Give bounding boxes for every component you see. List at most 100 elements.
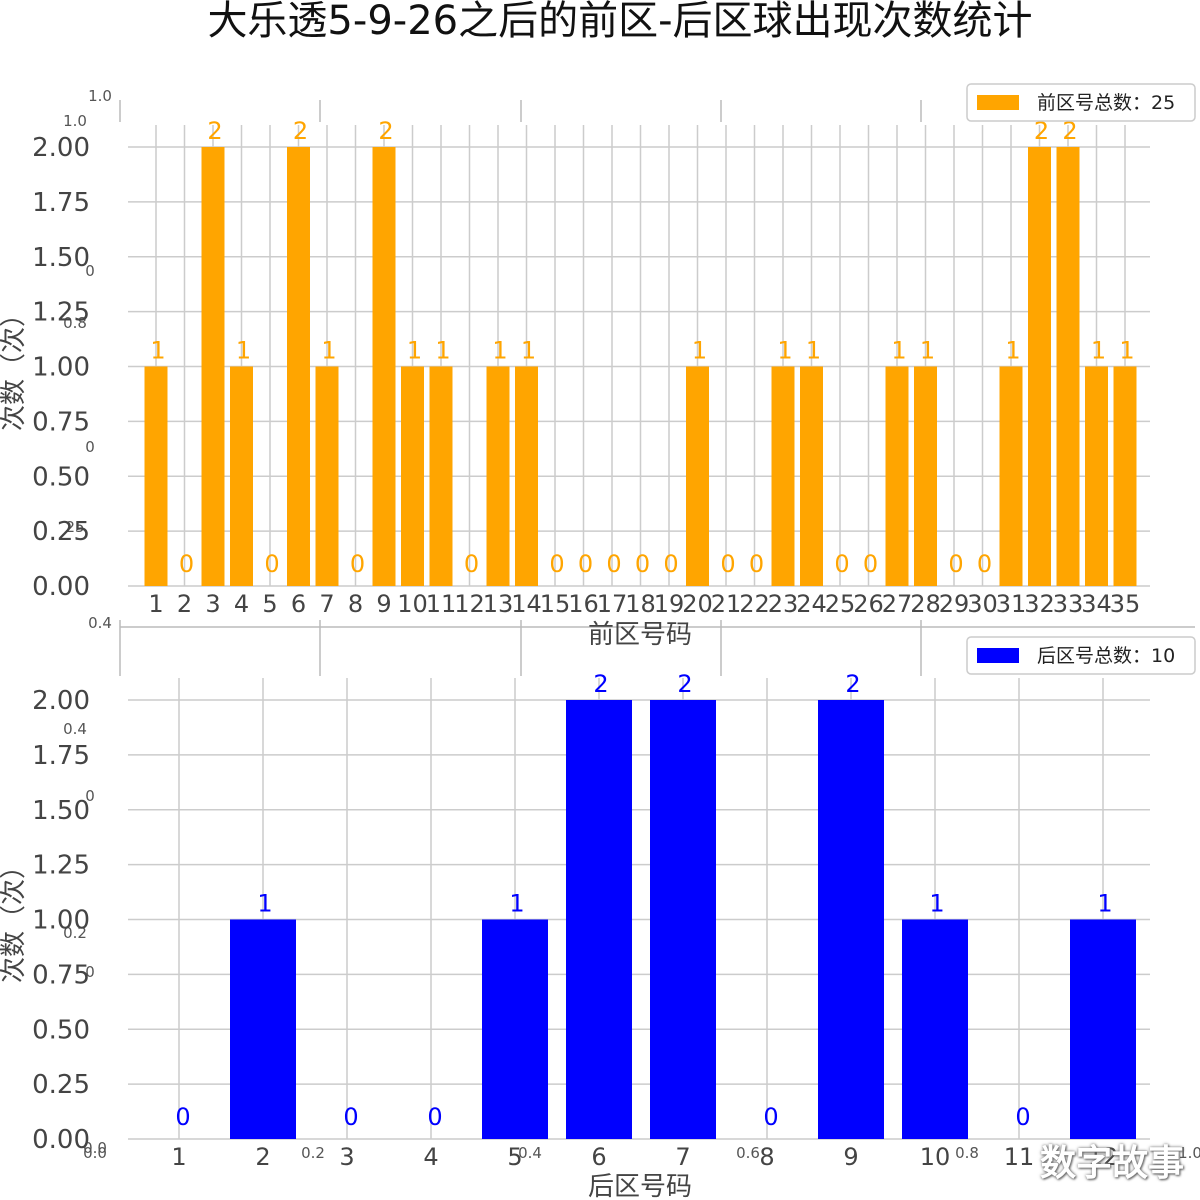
bar (372, 147, 396, 586)
data-label: 1 (492, 337, 507, 365)
data-label: 1 (929, 890, 944, 918)
y-tick-label: 0.75 (32, 407, 90, 437)
data-label: 0 (834, 550, 849, 578)
data-label: 2 (1034, 117, 1049, 145)
bar (650, 700, 716, 1139)
legend-label: 前区号总数：25 (1037, 92, 1175, 114)
ghost-tick-label: 0.2 (63, 924, 87, 942)
x-tick-label: 28 (910, 590, 941, 618)
x-tick-label: 4 (234, 590, 249, 618)
x-tick-label: 23 (768, 590, 799, 618)
x-tick-label: 2 (177, 590, 192, 618)
data-label: 1 (920, 337, 935, 365)
ghost-tick-label: 0.4 (518, 1144, 542, 1162)
data-label: 1 (1097, 890, 1112, 918)
x-tick-label: 21 (711, 590, 742, 618)
data-label: 2 (207, 117, 222, 145)
bar (230, 366, 253, 586)
ghost-tick-label: 1.0 (1178, 1144, 1200, 1162)
y-tick-label: 1.50 (32, 243, 90, 273)
y-tick-label: 1.00 (32, 353, 90, 383)
bar (1113, 366, 1137, 586)
x-tick-label: 32 (1024, 590, 1055, 618)
x-tick-label: 14 (511, 590, 542, 618)
data-label: 0 (427, 1103, 442, 1131)
bar (287, 147, 310, 586)
x-tick-label: 22 (739, 590, 770, 618)
x-tick-label: 33 (1053, 590, 1084, 618)
ghost-tick-label: 0.2 (301, 1144, 325, 1162)
data-label: 2 (293, 117, 308, 145)
data-label: 1 (891, 337, 906, 365)
x-tick-label: 8 (348, 590, 363, 618)
y-axis-label: 次数（次） (0, 301, 29, 431)
x-tick-label: 3 (339, 1143, 354, 1171)
bar (818, 700, 884, 1139)
data-label: 1 (150, 337, 165, 365)
data-label: 1 (407, 337, 422, 365)
x-tick-label: 13 (483, 590, 514, 618)
data-label: 0 (350, 550, 365, 578)
x-tick-label: 3 (205, 590, 220, 618)
data-label: 0 (663, 550, 678, 578)
x-tick-label: 27 (882, 590, 913, 618)
x-tick-label: 24 (796, 590, 827, 618)
x-tick-label: 25 (825, 590, 856, 618)
x-tick-label: 10 (920, 1143, 951, 1171)
data-label: 0 (343, 1103, 358, 1131)
data-label: 0 (948, 550, 963, 578)
y-tick-label: 0.00 (32, 572, 90, 602)
x-axis-label: 前区号码 (588, 620, 692, 650)
data-label: 1 (521, 337, 536, 365)
legend-box (966, 83, 1196, 122)
ghost-tick-label: 0.8 (63, 314, 87, 332)
data-label: 2 (593, 670, 608, 698)
y-tick-label: 1.75 (32, 188, 90, 218)
bar (482, 919, 548, 1139)
y-tick-label: 2.00 (32, 686, 90, 716)
watermark: 数字故事 (1039, 1143, 1184, 1184)
data-label: 1 (509, 890, 524, 918)
bar (144, 366, 168, 586)
bar (885, 366, 909, 586)
x-axis-label: 后区号码 (588, 1172, 692, 1200)
data-label: 1 (1091, 337, 1106, 365)
data-label: 1 (257, 890, 272, 918)
data-label: 0 (175, 1103, 190, 1131)
x-tick-label: 5 (262, 590, 277, 618)
y-tick-label: 0.00 (32, 1125, 90, 1155)
bar (401, 366, 424, 586)
x-tick-label: 9 (376, 590, 391, 618)
bar (914, 366, 937, 586)
back-zone-panel: 0.000.250.500.751.001.251.501.752.000112… (0, 636, 1196, 1200)
data-label: 0 (763, 1103, 778, 1131)
legend-swatch (977, 95, 1019, 110)
bar (1056, 147, 1080, 586)
bar (771, 366, 795, 586)
data-label: 0 (179, 550, 194, 578)
legend-swatch (977, 648, 1019, 663)
x-tick-label: 35 (1110, 590, 1141, 618)
legend-box (966, 636, 1196, 675)
y-tick-label: 0.75 (32, 960, 90, 990)
y-tick-label: 0.25 (32, 1070, 90, 1100)
x-tick-label: 11 (1004, 1143, 1035, 1171)
y-tick-label: 1.50 (32, 796, 90, 826)
x-tick-label: 5 (507, 1143, 522, 1171)
y-tick-label: 0.50 (32, 1015, 90, 1045)
data-label: 0 (749, 550, 764, 578)
bar (902, 919, 968, 1139)
data-label: 2 (1062, 117, 1077, 145)
data-label: 1 (692, 337, 707, 365)
x-tick-label: 6 (291, 590, 306, 618)
ghost-tick-label: 25 (65, 518, 84, 536)
ghost-tick-label: 0 (85, 963, 95, 981)
x-tick-label: 15 (540, 590, 571, 618)
data-label: 0 (635, 550, 650, 578)
y-tick-label: 1.00 (32, 906, 90, 936)
front-zone-panel: 0.000.250.500.751.001.251.501.752.001102… (0, 83, 1196, 650)
data-label: 0 (606, 550, 621, 578)
x-tick-label: 18 (625, 590, 656, 618)
ghost-tick-label: 1.0 (88, 87, 112, 105)
